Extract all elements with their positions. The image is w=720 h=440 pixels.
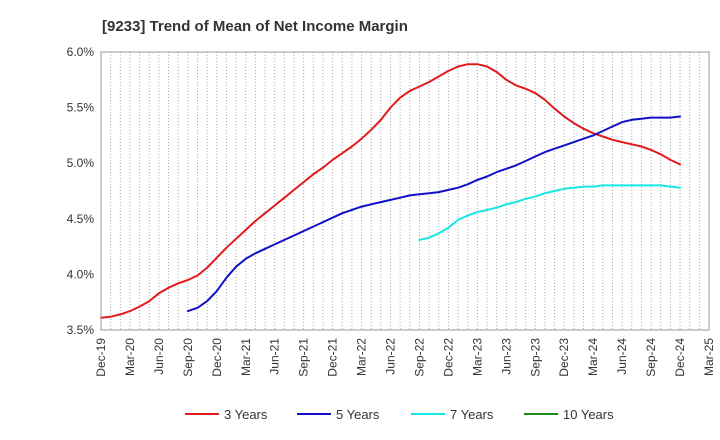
x-tick-label: Mar-22 bbox=[355, 338, 369, 376]
x-tick-label: Jun-21 bbox=[268, 338, 282, 375]
x-tick-label: Dec-21 bbox=[326, 338, 340, 377]
series-line-7-years bbox=[418, 184, 681, 241]
legend-label: 3 Years bbox=[224, 407, 268, 422]
x-tick-label: Jun-20 bbox=[152, 338, 166, 375]
x-tick-label: Dec-19 bbox=[94, 338, 108, 377]
x-tick-label: Sep-23 bbox=[528, 338, 542, 377]
series-line-3-years bbox=[100, 63, 681, 319]
x-tick-label: Mar-23 bbox=[470, 338, 484, 376]
x-tick-label: Sep-21 bbox=[297, 338, 311, 377]
x-tick-label: Dec-20 bbox=[210, 338, 224, 377]
x-tick-label: Mar-20 bbox=[123, 338, 137, 376]
plot-area-border bbox=[100, 51, 710, 331]
chart-title: [9233] Trend of Mean of Net Income Margi… bbox=[102, 18, 408, 35]
legend-label: 10 Years bbox=[563, 407, 614, 422]
series-lines bbox=[100, 63, 681, 319]
x-tick-label: Dec-22 bbox=[441, 338, 455, 377]
y-tick-label: 4.5% bbox=[67, 212, 95, 226]
x-tick-label: Jun-24 bbox=[615, 338, 629, 375]
y-tick-label: 5.5% bbox=[67, 101, 95, 115]
x-tick-label: Sep-20 bbox=[181, 338, 195, 377]
x-tick-label: Mar-24 bbox=[586, 338, 600, 376]
legend: 3 Years 5 Years 7 Years 10 Years bbox=[185, 407, 614, 422]
y-tick-label: 6.0% bbox=[67, 45, 95, 59]
x-tick-label: Dec-24 bbox=[673, 338, 687, 377]
x-axis: Dec-19 Mar-20 Jun-20 Sep-20 Dec-20 Mar-21 Jun-… bbox=[94, 338, 716, 377]
legend-label: 5 Years bbox=[336, 407, 380, 422]
y-tick-label: 5.0% bbox=[67, 156, 95, 170]
legend-label: 7 Years bbox=[450, 407, 494, 422]
y-tick-label: 4.0% bbox=[67, 267, 95, 281]
x-tick-label: Jun-23 bbox=[499, 338, 513, 375]
y-tick-label: 3.5% bbox=[67, 323, 95, 337]
x-tick-label: Dec-23 bbox=[557, 338, 571, 377]
x-tick-label: Mar-25 bbox=[702, 338, 716, 376]
y-axis: 3.5% 4.0% 4.5% 5.0% 5.5% 6.0% bbox=[67, 45, 95, 337]
series-line-5-years bbox=[186, 115, 681, 313]
x-tick-label: Sep-24 bbox=[644, 338, 658, 377]
x-tick-label: Sep-22 bbox=[412, 338, 426, 377]
x-tick-label: Mar-21 bbox=[239, 338, 253, 376]
x-tick-label: Jun-22 bbox=[384, 338, 398, 375]
